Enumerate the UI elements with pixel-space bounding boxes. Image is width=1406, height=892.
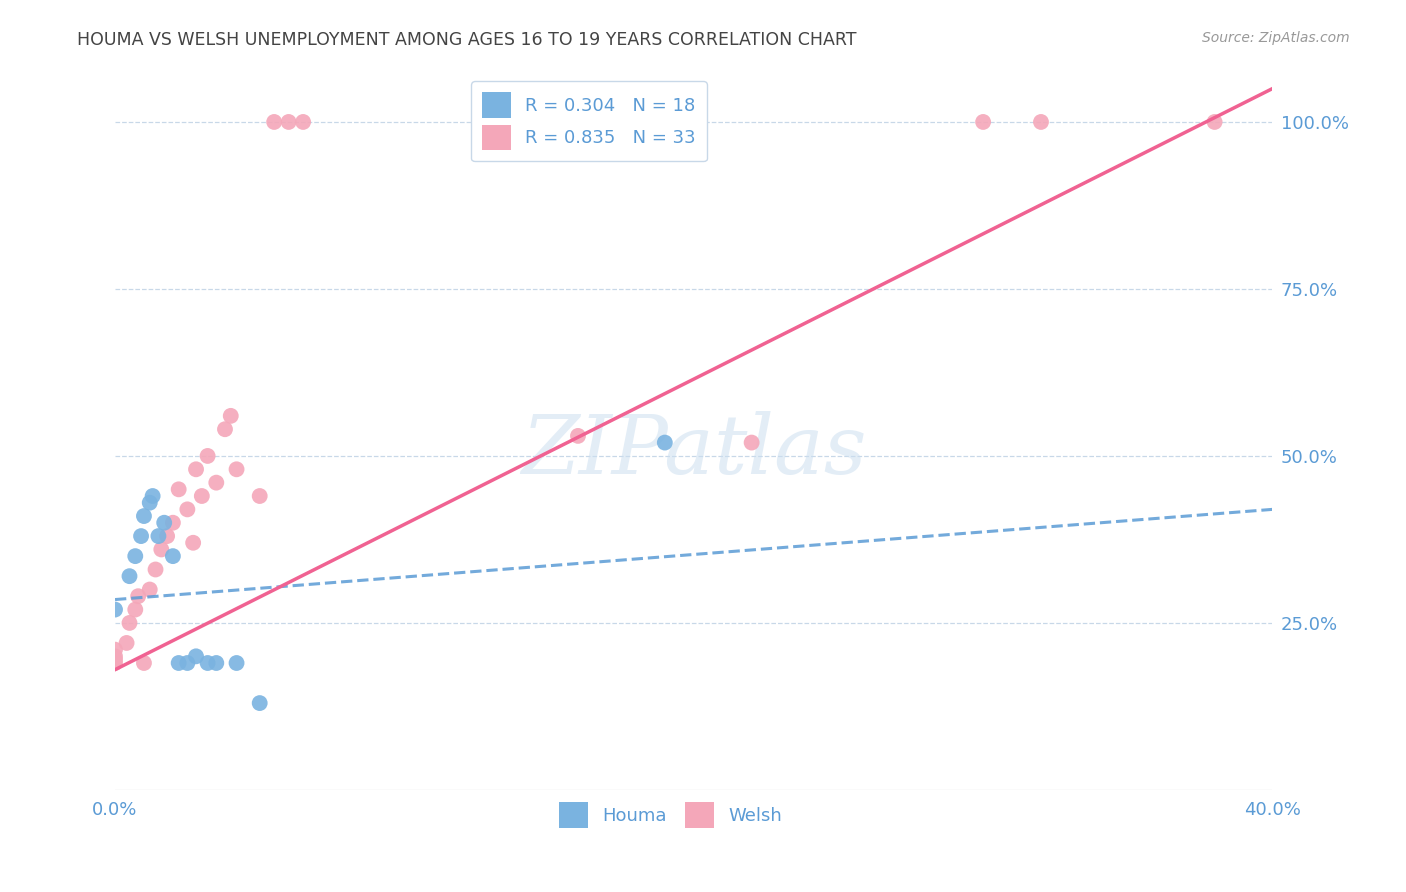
Point xyxy=(249,696,271,710)
Point xyxy=(197,656,219,670)
Point xyxy=(104,656,127,670)
Point xyxy=(741,435,763,450)
Legend: Houma, Welsh: Houma, Welsh xyxy=(553,795,789,835)
Point xyxy=(225,656,247,670)
Point xyxy=(104,649,127,664)
Point xyxy=(1204,115,1226,129)
Point xyxy=(205,475,228,490)
Point xyxy=(191,489,214,503)
Point xyxy=(139,496,162,510)
Point xyxy=(124,602,146,616)
Point xyxy=(162,549,184,563)
Point xyxy=(150,542,173,557)
Point xyxy=(142,489,165,503)
Point xyxy=(214,422,236,436)
Point xyxy=(118,615,141,630)
Point xyxy=(148,529,170,543)
Point xyxy=(176,656,198,670)
Point xyxy=(162,516,184,530)
Point xyxy=(129,529,152,543)
Point xyxy=(197,449,219,463)
Point xyxy=(104,642,127,657)
Point xyxy=(225,462,247,476)
Point xyxy=(176,502,198,516)
Point xyxy=(104,653,127,667)
Point xyxy=(124,549,146,563)
Point xyxy=(127,589,149,603)
Point xyxy=(184,649,207,664)
Point xyxy=(292,115,315,129)
Point xyxy=(132,509,155,524)
Point xyxy=(263,115,285,129)
Point xyxy=(654,435,676,450)
Point xyxy=(139,582,162,597)
Point xyxy=(153,516,176,530)
Point xyxy=(104,602,127,616)
Point xyxy=(1029,115,1052,129)
Point xyxy=(181,535,204,549)
Text: Source: ZipAtlas.com: Source: ZipAtlas.com xyxy=(1202,31,1350,45)
Point xyxy=(118,569,141,583)
Point xyxy=(167,483,190,497)
Point xyxy=(145,562,167,576)
Point xyxy=(205,656,228,670)
Point xyxy=(972,115,994,129)
Point xyxy=(184,462,207,476)
Point xyxy=(115,636,138,650)
Text: HOUMA VS WELSH UNEMPLOYMENT AMONG AGES 16 TO 19 YEARS CORRELATION CHART: HOUMA VS WELSH UNEMPLOYMENT AMONG AGES 1… xyxy=(77,31,856,49)
Text: ZIPatlas: ZIPatlas xyxy=(522,411,866,491)
Point xyxy=(156,529,179,543)
Point xyxy=(219,409,242,423)
Point xyxy=(167,656,190,670)
Point xyxy=(567,429,589,443)
Point xyxy=(132,656,155,670)
Point xyxy=(249,489,271,503)
Point xyxy=(277,115,299,129)
